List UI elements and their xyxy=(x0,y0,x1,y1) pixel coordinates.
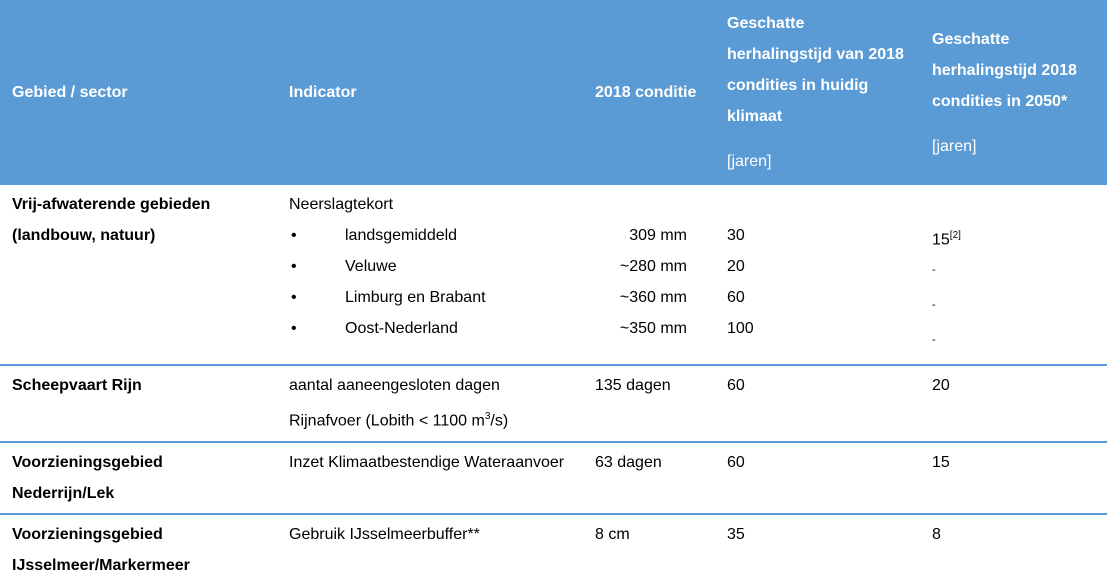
footnote: [2] xyxy=(949,230,961,241)
future: 15 xyxy=(932,231,950,249)
item-name: Oost-Nederland xyxy=(345,320,458,337)
current-cell: 60 xyxy=(715,441,920,515)
row: Vrij-afwaterende gebieden (landbouw, nat… xyxy=(0,185,1107,367)
condition: ~360 mm xyxy=(619,289,687,306)
current: 100 xyxy=(727,320,754,337)
item-name: Veluwe xyxy=(345,258,397,275)
current: 60 xyxy=(727,289,745,306)
current-cell: 60 xyxy=(715,365,920,443)
condition: ~280 mm xyxy=(619,258,687,275)
future-cell: 15 xyxy=(920,441,1107,515)
item-name: landsgemiddeld xyxy=(345,227,458,244)
current: 60 xyxy=(727,377,745,395)
condition: 135 dagen xyxy=(595,377,671,395)
condition-cell: 63 dagen xyxy=(583,441,715,515)
item-name: Limburg en Brabant xyxy=(345,289,486,306)
sector: Voorzieningsgebied Nederrijn/Lek xyxy=(12,453,163,502)
sector: Scheepvaart Rijn xyxy=(12,377,142,395)
row: Scheepvaart Rijn aantal aaneengesloten d… xyxy=(0,365,1107,443)
future: - xyxy=(932,299,936,312)
header-text: Indicator xyxy=(289,84,357,101)
future-cell: 20 xyxy=(920,365,1107,443)
bullet-item: • Oost-Nederland xyxy=(289,313,575,344)
header-text: 2018 conditie xyxy=(595,84,697,101)
condition-cell: 309 mm ~280 mm ~360 mm ~350 mm xyxy=(583,185,715,367)
future: 8 xyxy=(932,525,941,543)
current: 20 xyxy=(727,258,745,275)
header-unit: [jaren] xyxy=(727,153,772,170)
superscript: 3 xyxy=(484,411,491,423)
current-cell: 30 20 60 100 xyxy=(715,185,920,367)
condition: 63 dagen xyxy=(595,453,662,471)
header-text: Geschatte herhalingstijd van 2018 condit… xyxy=(727,15,904,125)
future-cell: 15[2] - - - xyxy=(920,185,1107,367)
indicator: aantal aaneengesloten dagen Rijnafvoer (… xyxy=(289,377,500,430)
future: - xyxy=(932,264,936,277)
current: 30 xyxy=(727,227,745,244)
future-cell: 8 xyxy=(920,513,1107,572)
header-cell: Geschatte herhalingstijd 2018 condities … xyxy=(920,0,1107,185)
indicator-cell: Neerslagtekort • landsgemiddeld • Veluwe •… xyxy=(277,185,583,367)
header-cell: Indicator xyxy=(277,0,583,185)
future: 15 xyxy=(932,453,950,471)
indicator-cell: Gebruik IJsselmeerbuffer** xyxy=(277,513,583,572)
sector: Vrij-afwaterende gebieden (landbouw, nat… xyxy=(12,196,211,244)
header-cell: Gebied / sector xyxy=(0,0,277,185)
current-cell: 35 xyxy=(715,513,920,572)
sector-cell: Voorzieningsgebied Nederrijn/Lek xyxy=(0,441,277,515)
indicator: Gebruik IJsselmeerbuffer** xyxy=(289,525,480,543)
future: 20 xyxy=(932,377,950,395)
row: Voorzieningsgebied IJsselmeer/Markermeer… xyxy=(0,513,1107,572)
header-cell: 2018 conditie xyxy=(583,0,715,185)
future: - xyxy=(932,334,936,347)
current: 60 xyxy=(727,453,745,471)
indicator: Neerslagtekort xyxy=(289,196,394,213)
header-text: Gebied / sector xyxy=(12,84,128,101)
indicator-cell: aantal aaneengesloten dagen Rijnafvoer (… xyxy=(277,365,583,443)
condition: 8 cm xyxy=(595,525,630,543)
condition: ~350 mm xyxy=(619,320,687,337)
sector-cell: Scheepvaart Rijn xyxy=(0,365,277,443)
condition-cell: 135 dagen xyxy=(583,365,715,443)
sector-cell: Voorzieningsgebied IJsselmeer/Markermeer xyxy=(0,513,277,572)
sector-cell: Vrij-afwaterende gebieden (landbouw, nat… xyxy=(0,185,277,367)
indicator: /s) xyxy=(490,412,509,430)
indicator: Inzet Klimaatbestendige Wateraanvoer xyxy=(289,453,565,471)
bullet-item: • landsgemiddeld xyxy=(289,220,575,251)
header-cell: Geschatte herhalingstijd van 2018 condit… xyxy=(715,0,920,185)
condition-cell: 8 cm xyxy=(583,513,715,572)
header-row: Gebied / sector Indicator 2018 conditie … xyxy=(0,0,1107,185)
header-unit: [jaren] xyxy=(932,137,977,155)
indicator-cell: Inzet Klimaatbestendige Wateraanvoer xyxy=(277,441,583,515)
bullet-item: • Limburg en Brabant xyxy=(289,282,575,313)
row: Voorzieningsgebied Nederrijn/Lek Inzet K… xyxy=(0,441,1107,515)
current: 35 xyxy=(727,525,745,543)
bullet-item: • Veluwe xyxy=(289,251,575,282)
header-text: Geschatte herhalingstijd 2018 condities … xyxy=(932,30,1077,110)
sector: Voorzieningsgebied IJsselmeer/Markermeer xyxy=(12,525,190,572)
condition: 309 mm xyxy=(629,227,687,244)
